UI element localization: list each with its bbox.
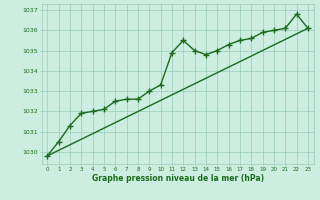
X-axis label: Graphe pression niveau de la mer (hPa): Graphe pression niveau de la mer (hPa) <box>92 174 264 183</box>
